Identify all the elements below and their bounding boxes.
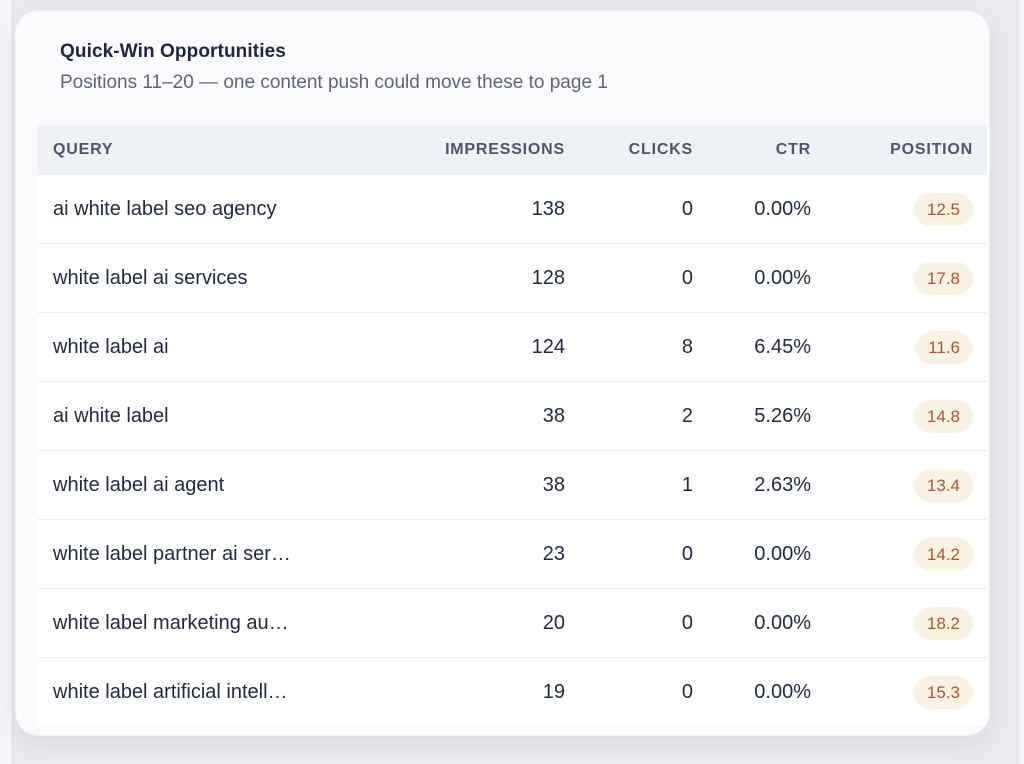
card-header: Quick-Win Opportunities Positions 11–20 … xyxy=(60,41,965,94)
clicks-cell: 0 xyxy=(681,197,693,220)
impressions-cell: 19 xyxy=(542,680,565,703)
impressions-cell: 20 xyxy=(542,611,565,634)
query-cell: ai white label seo agency xyxy=(53,197,277,220)
column-header-impressions: IMPRESSIONS xyxy=(445,141,565,158)
table-row: white label marketing au… 20 0 0.00% 18.… xyxy=(38,588,987,657)
column-header-query: QUERY xyxy=(53,141,114,158)
page-edge-left xyxy=(0,0,13,764)
table-row: white label ai services 128 0 0.00% 17.8 xyxy=(38,243,987,312)
position-cell: 18.2 xyxy=(819,606,987,640)
page-edge-right xyxy=(1019,0,1024,764)
quick-win-opportunities-card: Quick-Win Opportunities Positions 11–20 … xyxy=(15,10,990,736)
query-cell: white label marketing au… xyxy=(53,611,289,634)
quick-win-table: QUERY IMPRESSIONS CLICKS CTR POSITION ai… xyxy=(38,125,987,726)
query-cell: white label ai xyxy=(53,335,169,358)
position-cell: 12.5 xyxy=(819,192,987,226)
ctr-cell: 0.00% xyxy=(754,197,811,220)
query-cell: white label artificial intell… xyxy=(53,680,288,703)
position-cell: 17.8 xyxy=(819,261,987,295)
query-cell: ai white label xyxy=(53,404,169,427)
position-cell: 14.8 xyxy=(819,399,987,433)
table-row: white label artificial intell… 19 0 0.00… xyxy=(38,657,987,726)
ctr-cell: 0.00% xyxy=(754,611,811,634)
query-cell: white label ai services xyxy=(53,266,248,289)
position-badge: 15.3 xyxy=(913,675,973,709)
table-row: ai white label seo agency 138 0 0.00% 12… xyxy=(38,175,987,243)
impressions-cell: 128 xyxy=(531,266,565,289)
clicks-cell: 1 xyxy=(681,473,693,496)
table-row: white label ai 124 8 6.45% 11.6 xyxy=(38,312,987,381)
position-cell: 11.6 xyxy=(819,330,987,364)
clicks-cell: 0 xyxy=(681,266,693,289)
clicks-cell: 2 xyxy=(681,404,693,427)
clicks-cell: 0 xyxy=(681,680,693,703)
card-subtitle: Positions 11–20 — one content push could… xyxy=(60,72,608,93)
ctr-cell: 0.00% xyxy=(754,680,811,703)
position-badge: 11.6 xyxy=(915,330,973,364)
clicks-cell: 0 xyxy=(681,542,693,565)
impressions-cell: 38 xyxy=(542,404,565,427)
ctr-cell: 6.45% xyxy=(754,335,811,358)
impressions-cell: 124 xyxy=(531,335,565,358)
query-cell: white label partner ai ser… xyxy=(53,542,291,565)
ctr-cell: 0.00% xyxy=(754,542,811,565)
card-title: Quick-Win Opportunities xyxy=(60,41,286,62)
table-body: ai white label seo agency 138 0 0.00% 12… xyxy=(38,175,987,726)
impressions-cell: 23 xyxy=(542,542,565,565)
position-cell: 15.3 xyxy=(819,675,987,709)
position-badge: 13.4 xyxy=(913,468,973,502)
impressions-cell: 138 xyxy=(531,197,565,220)
position-badge: 17.8 xyxy=(913,261,973,295)
table-row: white label partner ai ser… 23 0 0.00% 1… xyxy=(38,519,987,588)
ctr-cell: 5.26% xyxy=(754,404,811,427)
impressions-cell: 38 xyxy=(542,473,565,496)
clicks-cell: 0 xyxy=(681,611,693,634)
column-header-position: POSITION xyxy=(890,141,973,158)
ctr-cell: 0.00% xyxy=(754,266,811,289)
query-cell: white label ai agent xyxy=(53,473,225,496)
table-row: ai white label 38 2 5.26% 14.8 xyxy=(38,381,987,450)
column-header-clicks: CLICKS xyxy=(628,141,693,158)
ctr-cell: 2.63% xyxy=(754,473,811,496)
position-badge: 14.2 xyxy=(913,537,973,571)
position-cell: 14.2 xyxy=(819,537,987,571)
position-badge: 12.5 xyxy=(913,192,973,226)
clicks-cell: 8 xyxy=(681,335,693,358)
position-badge: 14.8 xyxy=(913,399,973,433)
position-cell: 13.4 xyxy=(819,468,987,502)
table-row: white label ai agent 38 1 2.63% 13.4 xyxy=(38,450,987,519)
position-badge: 18.2 xyxy=(913,606,973,640)
table-header-row: QUERY IMPRESSIONS CLICKS CTR POSITION xyxy=(38,125,987,175)
column-header-ctr: CTR xyxy=(775,141,811,158)
